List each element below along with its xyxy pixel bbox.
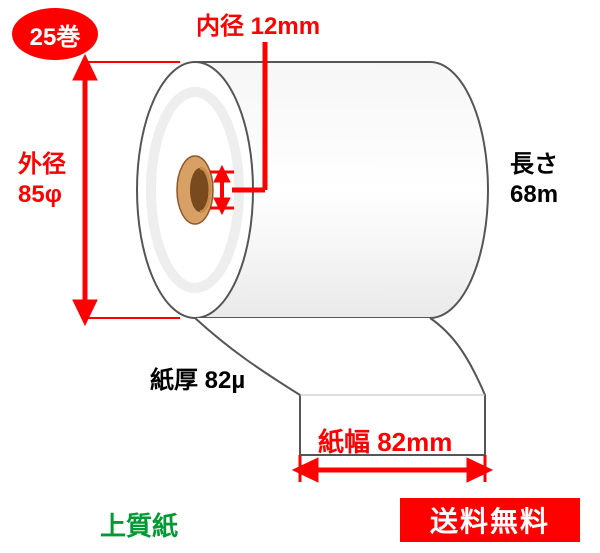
inner-dia-label: 内径 12mm <box>196 6 320 41</box>
length-label-b: 68m <box>510 180 558 210</box>
paper-roll <box>137 62 488 318</box>
outer-dia-label-b: 85φ <box>18 180 66 210</box>
diagram-stage: 25巻 内径 12mm 外径 85φ 長さ 68m 紙厚 82µ 紙幅 82mm… <box>0 0 600 553</box>
thickness-label: 紙厚 82µ <box>150 360 245 395</box>
length-label-a: 長さ <box>510 150 558 180</box>
outer-dia-label: 外径 85φ <box>18 150 66 210</box>
free-shipping-badge: 送料無料 <box>400 498 580 542</box>
width-arrow <box>293 455 492 482</box>
paper-type-label: 上質紙 <box>100 506 178 543</box>
outer-dia-label-a: 外径 <box>18 150 66 180</box>
rolls-badge-text: 25巻 <box>30 17 81 52</box>
free-shipping-text: 送料無料 <box>430 500 550 540</box>
rolls-badge: 25巻 <box>12 8 98 60</box>
length-label: 長さ 68m <box>510 150 558 210</box>
width-label: 紙幅 82mm <box>318 422 452 459</box>
diagram-svg <box>0 0 600 553</box>
